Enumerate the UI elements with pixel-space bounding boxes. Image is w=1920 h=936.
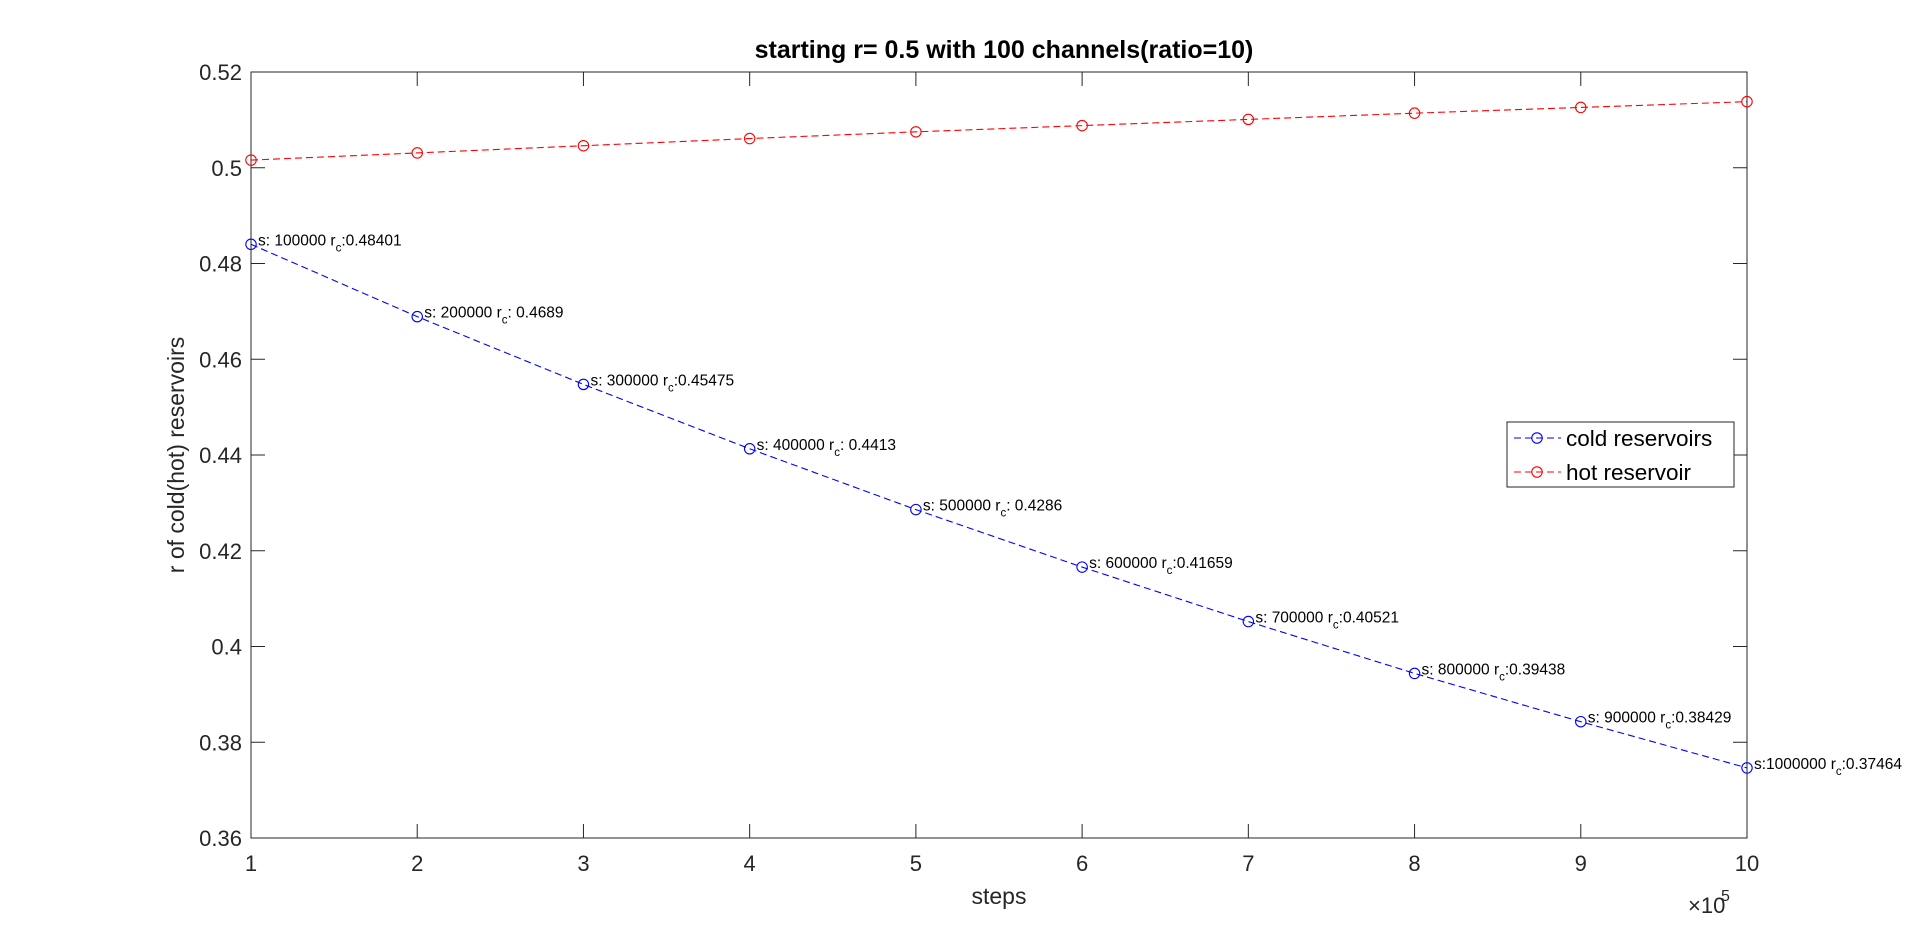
series-line-cold <box>250 243 1748 769</box>
series-line-hot <box>250 101 1748 161</box>
data-label: s: 200000 rc: 0.4689 <box>424 305 563 327</box>
x-axis-label: steps <box>972 883 1027 909</box>
data-label: s: 900000 rc:0.38429 <box>1588 710 1732 732</box>
legend-label-hot: hot reservoir <box>1566 460 1692 485</box>
data-point-cold <box>1076 561 1088 573</box>
data-label: s: 600000 rc:0.41659 <box>1089 555 1233 577</box>
data-point-cold <box>743 443 756 455</box>
y-tick-label: 0.4 <box>211 635 242 660</box>
x-tick-label: 8 <box>1408 851 1420 876</box>
x-tick-label: 10 <box>1735 851 1759 876</box>
legend-marker-hot <box>1531 466 1543 478</box>
legend-box <box>1506 421 1735 488</box>
y-axis: 0.36 0.38 0.4 0.42 0.44 0.46 0.48 0.5 0.52 <box>199 60 1747 851</box>
data-point-hot <box>245 154 257 166</box>
series-layer <box>245 95 1753 774</box>
x-tick-label: 3 <box>577 851 589 876</box>
data-point-cold <box>910 503 922 516</box>
annotation-layer: s: 100000 rc:0.48401 s: 200000 rc: 0.4689… <box>258 232 1902 778</box>
x-tick-label: 5 <box>910 851 922 876</box>
x-tick-label: 4 <box>744 851 756 876</box>
data-point-cold <box>245 238 257 251</box>
x-tick-label: 7 <box>1242 851 1254 876</box>
axes-box <box>250 71 1748 839</box>
x-axis: 1 2 3 4 5 6 7 8 9 10 <box>245 72 1759 876</box>
x-exponent-power: 5 <box>1721 888 1730 905</box>
x-exponent-base: ×10 <box>1688 893 1725 918</box>
data-point-cold <box>1242 615 1255 628</box>
data-point-hot <box>1242 113 1255 126</box>
chart-title: starting r= 0.5 with 100 channels(ratio=… <box>755 36 1254 64</box>
y-tick-label: 0.46 <box>199 347 242 372</box>
plot-area <box>250 71 1748 839</box>
data-point-hot <box>743 132 756 145</box>
data-label: s: 300000 rc:0.45475 <box>590 372 734 394</box>
data-label: s: 800000 rc:0.39438 <box>1422 661 1566 683</box>
data-point-hot <box>411 147 423 159</box>
data-point-cold <box>1741 762 1753 774</box>
legend-marker-cold <box>1531 432 1543 444</box>
data-point-hot <box>577 139 590 152</box>
data-point-cold <box>577 378 590 391</box>
y-tick-label: 0.36 <box>199 826 242 851</box>
data-label: s: 400000 rc: 0.4413 <box>757 437 896 459</box>
x-tick-label: 6 <box>1076 851 1088 876</box>
x-tick-label: 1 <box>245 851 257 876</box>
y-tick-label: 0.38 <box>199 730 242 755</box>
x-exponent-label: ×10 5 <box>1688 888 1730 918</box>
data-point-hot <box>1575 101 1587 114</box>
y-tick-label: 0.44 <box>199 443 242 468</box>
y-tick-label: 0.42 <box>199 539 242 564</box>
x-tick-label: 2 <box>411 851 423 876</box>
data-point-hot <box>1076 119 1088 132</box>
legend: cold reservoirs hot reservoir <box>1506 421 1735 488</box>
y-tick-label: 0.5 <box>211 156 242 181</box>
x-tick-label: 9 <box>1575 851 1587 876</box>
data-label: s: 700000 rc:0.40521 <box>1255 610 1399 632</box>
legend-label-cold: cold reservoirs <box>1566 426 1712 451</box>
y-tick-label: 0.48 <box>199 252 242 277</box>
data-point-hot <box>1408 107 1421 119</box>
data-point-cold <box>1408 667 1421 680</box>
data-label: s: 500000 rc: 0.4286 <box>923 498 1062 520</box>
data-label: s:1000000 rc:0.37464 <box>1754 756 1902 778</box>
data-point-cold <box>1575 715 1587 728</box>
data-point-hot <box>1741 95 1753 108</box>
y-tick-label: 0.52 <box>199 60 242 85</box>
data-point-hot <box>910 126 922 138</box>
data-point-cold <box>411 310 423 323</box>
y-axis-label: r of cold(hot) reservoirs <box>163 337 189 573</box>
data-label: s: 100000 rc:0.48401 <box>258 232 402 254</box>
